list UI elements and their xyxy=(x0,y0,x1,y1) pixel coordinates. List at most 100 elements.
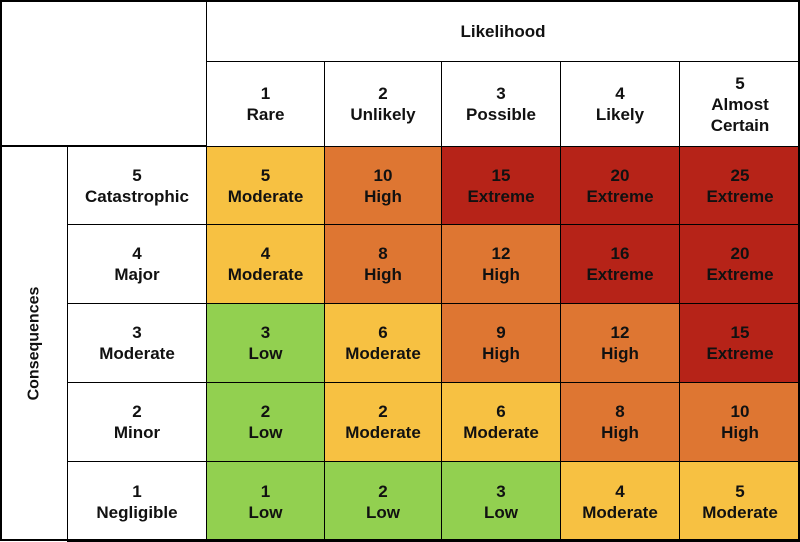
risk-cell: 6 Moderate xyxy=(324,303,442,383)
risk-cell: 4 Moderate xyxy=(206,224,325,304)
risk-score: 2 xyxy=(260,402,271,421)
risk-cell: 25 Extreme xyxy=(679,146,800,225)
risk-score: 2 xyxy=(378,402,388,421)
risk-score: 10 xyxy=(373,165,393,185)
risk-cell: 15 Extreme xyxy=(441,146,561,225)
risk-cell: 2 Low xyxy=(324,461,442,542)
risk-cell: 20 Extreme xyxy=(560,146,680,225)
risk-cell: 2 Low xyxy=(206,382,325,462)
risk-level: Low xyxy=(366,502,400,522)
risk-score: 16 xyxy=(610,244,630,263)
risk-level: Low xyxy=(248,502,283,522)
risk-cell: 8 High xyxy=(560,382,680,462)
risk-level: High xyxy=(601,344,639,363)
risk-level: Moderate xyxy=(345,423,421,442)
risk-score: 15 xyxy=(730,323,750,342)
risk-level: High xyxy=(364,186,402,206)
risk-score: 6 xyxy=(496,402,506,421)
corner-blank xyxy=(0,0,207,147)
risk-cell: 1 Low xyxy=(206,461,325,542)
likelihood-number: 3 xyxy=(496,84,506,103)
risk-level: High xyxy=(482,265,520,284)
risk-score: 4 xyxy=(615,481,625,501)
likelihood-header-1: 1 Rare xyxy=(206,61,325,148)
consequence-number: 3 xyxy=(132,323,142,342)
consequence-header-2: 2 Minor xyxy=(67,382,207,462)
likelihood-label: Unlikely xyxy=(350,105,416,124)
risk-score: 9 xyxy=(496,323,506,342)
risk-level: Extreme xyxy=(467,186,535,206)
risk-level: High xyxy=(482,344,520,363)
risk-cell: 6 Moderate xyxy=(441,382,561,462)
risk-score: 3 xyxy=(260,323,271,342)
risk-level: Moderate xyxy=(702,502,778,522)
risk-cell: 2 Moderate xyxy=(324,382,442,462)
likelihood-header-2: 2 Unlikely xyxy=(324,61,442,148)
risk-level: Extreme xyxy=(706,344,774,363)
risk-level: Extreme xyxy=(586,265,654,284)
risk-cell: 12 High xyxy=(560,303,680,383)
risk-cell: 10 High xyxy=(324,146,442,225)
risk-cell: 16 Extreme xyxy=(560,224,680,304)
likelihood-number: 1 xyxy=(260,84,271,103)
risk-level: Moderate xyxy=(463,423,539,442)
risk-score: 2 xyxy=(378,481,388,501)
risk-score: 15 xyxy=(491,165,511,185)
consequences-title: Consequences xyxy=(25,286,43,401)
risk-cell: 3 Low xyxy=(206,303,325,383)
likelihood-title-text: Likelihood xyxy=(460,21,546,41)
risk-level: Low xyxy=(248,344,283,363)
risk-score: 1 xyxy=(260,481,271,501)
likelihood-label: Rare xyxy=(246,105,285,124)
risk-level: Moderate xyxy=(227,265,304,284)
risk-score: 10 xyxy=(730,402,750,421)
risk-level: Low xyxy=(484,502,518,522)
risk-score: 5 xyxy=(735,481,745,501)
consequence-header-1: 1 Negligible xyxy=(67,461,207,542)
risk-level: Extreme xyxy=(586,186,654,206)
risk-cell: 3 Low xyxy=(441,461,561,542)
consequence-label: Minor xyxy=(113,423,161,442)
risk-score: 6 xyxy=(378,323,388,342)
likelihood-label: Possible xyxy=(466,105,536,124)
likelihood-header-3: 3 Possible xyxy=(441,61,561,148)
risk-cell: 5 Moderate xyxy=(679,461,800,542)
risk-cell: 8 High xyxy=(324,224,442,304)
risk-level: Extreme xyxy=(706,265,774,284)
likelihood-number: 2 xyxy=(378,84,388,103)
risk-score: 12 xyxy=(610,323,630,342)
risk-score: 25 xyxy=(730,165,750,185)
consequence-label: Catastrophic xyxy=(85,186,189,206)
risk-score: 20 xyxy=(610,165,630,185)
consequence-number: 2 xyxy=(132,402,142,421)
risk-level: High xyxy=(721,423,759,442)
risk-score: 8 xyxy=(615,402,625,421)
risk-score: 20 xyxy=(730,244,750,263)
likelihood-header-4: 4 Likely xyxy=(560,61,680,148)
likelihood-title: Likelihood xyxy=(206,0,800,62)
risk-level: Moderate xyxy=(582,502,658,522)
risk-score: 3 xyxy=(496,481,506,501)
risk-level: High xyxy=(364,265,402,284)
risk-level: Moderate xyxy=(345,344,421,363)
risk-level: Extreme xyxy=(706,186,774,206)
likelihood-label: Likely xyxy=(595,105,645,124)
risk-cell: 5 Moderate xyxy=(206,146,325,225)
risk-score: 5 xyxy=(260,165,271,185)
risk-level: Moderate xyxy=(227,186,304,206)
risk-cell: 12 High xyxy=(441,224,561,304)
risk-cell: 4 Moderate xyxy=(560,461,680,542)
likelihood-header-5: 5 Almost Certain xyxy=(679,61,800,148)
consequence-label: Negligible xyxy=(96,502,178,522)
consequence-number: 4 xyxy=(132,244,142,263)
consequences-title-cell: Consequences xyxy=(0,146,68,541)
consequence-header-5: 5 Catastrophic xyxy=(67,146,207,225)
consequence-number: 1 xyxy=(132,481,142,501)
risk-cell: 9 High xyxy=(441,303,561,383)
consequence-label: Major xyxy=(114,265,160,284)
risk-cell: 15 Extreme xyxy=(679,303,800,383)
risk-score: 4 xyxy=(260,244,271,263)
risk-score: 12 xyxy=(491,244,511,263)
risk-cell: 10 High xyxy=(679,382,800,462)
